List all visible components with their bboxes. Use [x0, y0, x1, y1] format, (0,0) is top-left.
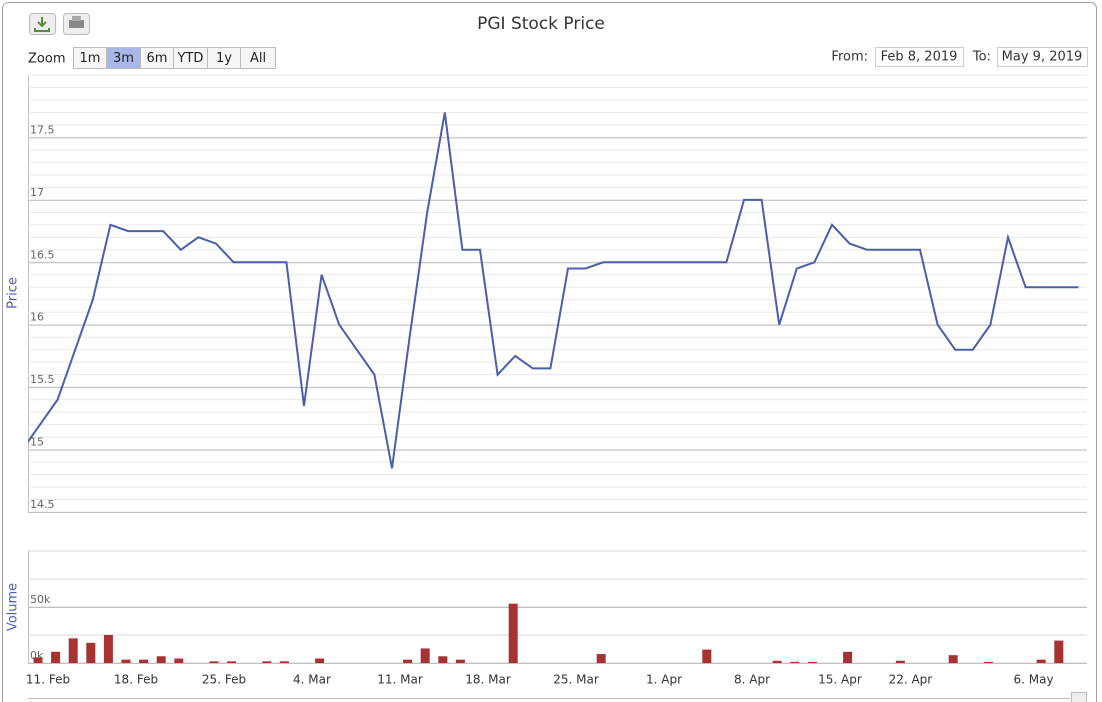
zoom-button[interactable]: 3m [106, 47, 141, 69]
zoom-label: Zoom [28, 52, 65, 67]
x-tick-label: 11. Mar [377, 673, 423, 687]
button-label: YTD [177, 51, 204, 66]
y-tick-label: 16 [30, 311, 44, 324]
zoom-button[interactable]: YTD [173, 47, 208, 69]
volume-bar [156, 656, 166, 663]
volume-bar [843, 651, 853, 663]
y-tick-label: 14.5 [30, 498, 55, 511]
chart-title: PGI Stock Price [477, 14, 605, 34]
button-label: 3m [113, 51, 134, 66]
zoom-button[interactable]: All [240, 47, 276, 69]
volume-bar [174, 658, 184, 663]
volume-bar [948, 655, 958, 663]
x-tick-label: 25. Feb [202, 673, 246, 687]
button-label: 1y [216, 51, 232, 66]
x-tick-label: 1. Apr [646, 673, 682, 687]
volume-bar [68, 638, 78, 663]
volume-bar [403, 659, 413, 663]
to-label: To: [972, 50, 991, 65]
to-value: May 9, 2019 [1002, 50, 1083, 65]
button-label: All [250, 51, 266, 66]
volume-bar [983, 661, 993, 663]
volume-bar [807, 661, 817, 663]
x-tick-label: 15. Apr [818, 673, 862, 687]
volume-bar [227, 661, 237, 663]
volume-bar [209, 661, 219, 663]
y-axis-title: Price [6, 277, 21, 309]
x-tick-label: 22. Apr [889, 673, 933, 687]
volume-bar [1054, 640, 1064, 663]
volume-bar [33, 657, 43, 663]
x-tick-label: 4. Mar [293, 673, 331, 687]
volume-bar [103, 635, 113, 663]
volume-bar [420, 648, 430, 663]
zoom-button[interactable]: 6m [140, 47, 174, 69]
volume-bar [596, 654, 606, 663]
x-tick-label: 11. Feb [26, 673, 70, 687]
from-label: From: [831, 50, 868, 65]
volume-bar [438, 656, 448, 663]
button-label: 1m [80, 51, 101, 66]
y-tick-label: 50k [30, 593, 51, 606]
x-tick-label: 6. May [1014, 673, 1054, 687]
zoom-button[interactable]: 1m [73, 47, 107, 69]
x-tick-label: 18. Mar [465, 673, 511, 687]
volume-bar [455, 659, 465, 663]
volume-bar [51, 651, 61, 663]
volume-bar [86, 642, 96, 663]
volume-bar [262, 661, 272, 663]
volume-bar [895, 660, 905, 663]
print-button[interactable] [63, 13, 90, 35]
price-line [28, 112, 1079, 469]
button-label: 6m [147, 51, 168, 66]
x-tick-label: 18. Feb [114, 673, 158, 687]
x-tick-label: 25. Mar [553, 673, 599, 687]
zoom-button[interactable]: 1y [207, 47, 241, 69]
x-tick-label: 8. Apr [734, 673, 770, 687]
volume-bar [279, 661, 289, 663]
volume-bar [315, 658, 325, 663]
volume-bar [508, 603, 518, 663]
volume-bar [790, 661, 800, 663]
volume-bar [772, 660, 782, 663]
volume-bar [702, 649, 712, 663]
y-tick-label: 15 [30, 436, 44, 449]
button-bg [240, 47, 276, 69]
y-tick-label: 15.5 [30, 373, 55, 386]
to-input[interactable] [997, 47, 1088, 67]
export-button[interactable] [29, 13, 56, 35]
y-tick-label: 17.5 [30, 123, 55, 136]
volume-bar [1036, 659, 1046, 663]
y-tick-label: 16.5 [30, 248, 55, 261]
from-value: Feb 8, 2019 [881, 50, 958, 65]
from-input[interactable] [875, 47, 964, 67]
y-tick-label: 17 [30, 186, 44, 199]
scrollbar-button[interactable] [1071, 692, 1087, 702]
y-axis-title: Volume [6, 583, 21, 631]
volume-bar [121, 659, 131, 663]
volume-bar [139, 659, 149, 663]
